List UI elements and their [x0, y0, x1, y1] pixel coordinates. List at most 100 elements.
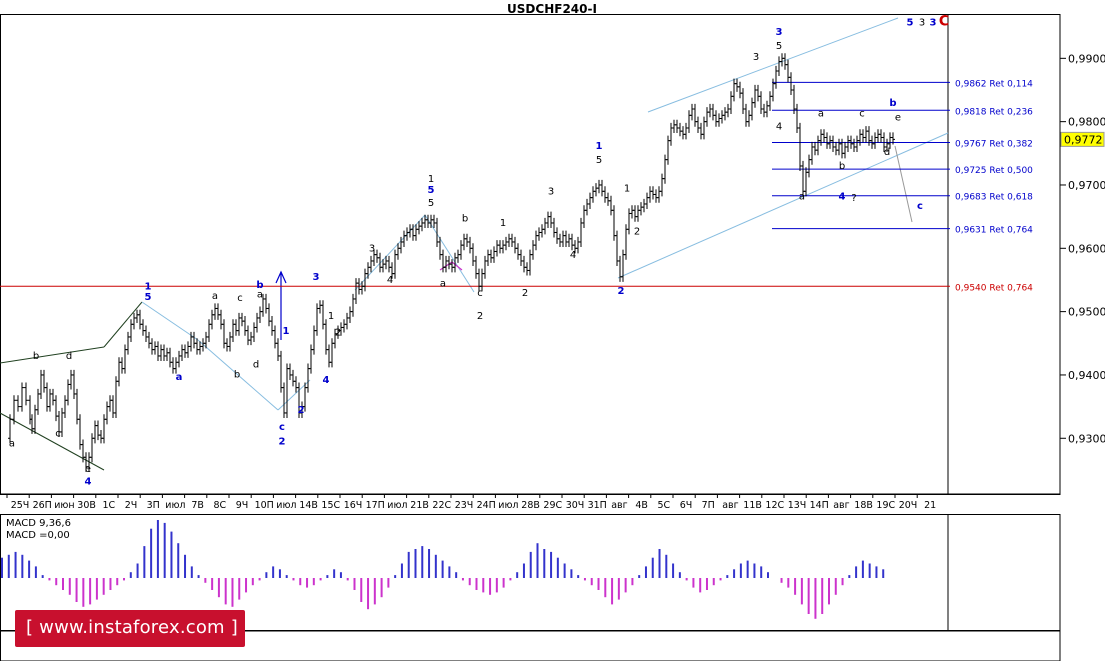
y-tick-label: 0,9600: [1068, 242, 1105, 255]
wave-label: b: [462, 214, 468, 225]
x-tick-label: 1С: [102, 500, 115, 511]
x-tick-label: 20Ч: [899, 500, 918, 511]
wave-label: d: [66, 351, 72, 362]
x-tick-label: 9Ч: [236, 500, 249, 511]
x-tick-label: 19С: [876, 500, 895, 511]
wave-label: c: [237, 293, 243, 304]
last-price-label: 0,9772: [1064, 133, 1103, 146]
x-tick-label: июл: [387, 500, 407, 511]
x-tick-label: 10П: [255, 500, 274, 511]
wave-label: c: [917, 201, 923, 212]
wave-label: e: [85, 464, 91, 475]
channel-line: [0, 412, 105, 471]
x-tick-label: 24П: [477, 500, 496, 511]
x-tick-label: 13Ч: [788, 500, 807, 511]
wave-label: d: [253, 359, 259, 370]
wave-label: 3: [369, 243, 375, 254]
wave-label: ?: [851, 193, 856, 204]
wave-label: a: [818, 109, 824, 120]
wave-label: c: [55, 428, 61, 439]
x-tick-label: 7В: [191, 500, 204, 511]
x-tick-label: 4В: [635, 500, 648, 511]
x-tick-label: 11В: [743, 500, 762, 511]
wave-label: b: [256, 280, 263, 291]
y-tick-label: 0,9500: [1068, 306, 1105, 319]
x-tick-label: июн: [54, 500, 74, 511]
wave-label: 3: [919, 17, 925, 28]
wave-label: a: [799, 192, 805, 203]
x-tick-label: 7П: [702, 500, 715, 511]
fib-level-label: 0,9725 Ret 0,500: [955, 166, 1033, 176]
wave-label: 4: [570, 250, 576, 261]
x-tick-label: июл: [498, 500, 518, 511]
fib-level-label: 0,9683 Ret 0,618: [955, 193, 1033, 203]
x-tick-label: авг: [722, 500, 738, 511]
x-tick-label: 3П: [147, 500, 160, 511]
wave-label: 5: [907, 17, 914, 28]
wave-label: 3: [776, 27, 783, 38]
fib-level-label: 0,9540 Ret 0,764: [955, 283, 1033, 293]
up-arrow-head: [275, 270, 287, 284]
wave-label: 5: [596, 155, 602, 166]
channel-line: [0, 346, 105, 364]
y-tick-label: 0,9400: [1068, 369, 1105, 382]
wave-label: 3: [313, 272, 320, 283]
y-tick-label: 0,9700: [1068, 179, 1105, 192]
x-tick-label: 5С: [657, 500, 670, 511]
wave-label: 1: [596, 141, 603, 152]
channel-line: [424, 214, 475, 293]
fib-level-label: 0,9862 Ret 0,114: [955, 79, 1033, 89]
wave-label: 5: [776, 41, 782, 52]
x-tick-label: июл: [276, 500, 296, 511]
wave-label: 1: [328, 311, 334, 322]
x-tick-label: 21В: [410, 500, 429, 511]
x-tick-label: авг: [833, 500, 849, 511]
wave-label: 2: [522, 288, 528, 299]
projection-line: [894, 145, 913, 223]
wave-label: 1: [500, 218, 506, 229]
channel-line: [197, 339, 279, 411]
x-tick-label: 17П: [366, 500, 385, 511]
x-tick-label: 6Ч: [680, 500, 693, 511]
wave-label: d: [884, 147, 890, 158]
wave-label: b: [839, 161, 845, 172]
wave-label: 2: [335, 328, 341, 339]
wave-label: a: [257, 290, 263, 301]
x-tick-label: 15С: [321, 500, 340, 511]
x-tick-label: 2Ч: [125, 500, 138, 511]
x-tick-label: 14П: [810, 500, 829, 511]
x-tick-label: 29С: [543, 500, 562, 511]
macd-legend-line1: MACD 9,36,6: [6, 518, 71, 529]
wave-label: e: [895, 112, 901, 123]
wave-label: 1: [624, 183, 630, 194]
wave-label: 4: [85, 477, 92, 488]
wave-label: a: [440, 278, 446, 289]
macd-legend-line2: MACD =0,00: [6, 530, 70, 541]
channel-line: [617, 132, 949, 279]
x-tick-label: авг: [611, 500, 627, 511]
wave-label: 1: [283, 326, 290, 337]
wave-label: a: [9, 439, 15, 450]
wave-label: 2: [634, 226, 640, 237]
wave-label: 3: [548, 186, 554, 197]
wave-label: c: [477, 288, 483, 299]
watermark-badge: [15, 610, 245, 647]
y-tick-label: 0,9900: [1068, 52, 1105, 65]
wave-label: 5: [428, 198, 434, 209]
fib-level-label: 0,9631 Ret 0,764: [955, 226, 1033, 236]
wave-label: 5: [428, 185, 435, 196]
chart-title: USDCHF240-I: [507, 2, 597, 16]
x-tick-label: 25Ч: [11, 500, 30, 511]
x-tick-label: 26П: [33, 500, 52, 511]
x-tick-label: 16Ч: [344, 500, 363, 511]
wave-label: c: [859, 109, 865, 120]
x-tick-label: 22С: [432, 500, 451, 511]
channel-line: [647, 17, 899, 113]
wave-label: 4: [839, 192, 846, 203]
wave-label: 3: [753, 52, 759, 63]
x-tick-label: июл: [165, 500, 185, 511]
wave-label: 1: [428, 174, 434, 185]
x-tick-label: 12С: [765, 500, 784, 511]
